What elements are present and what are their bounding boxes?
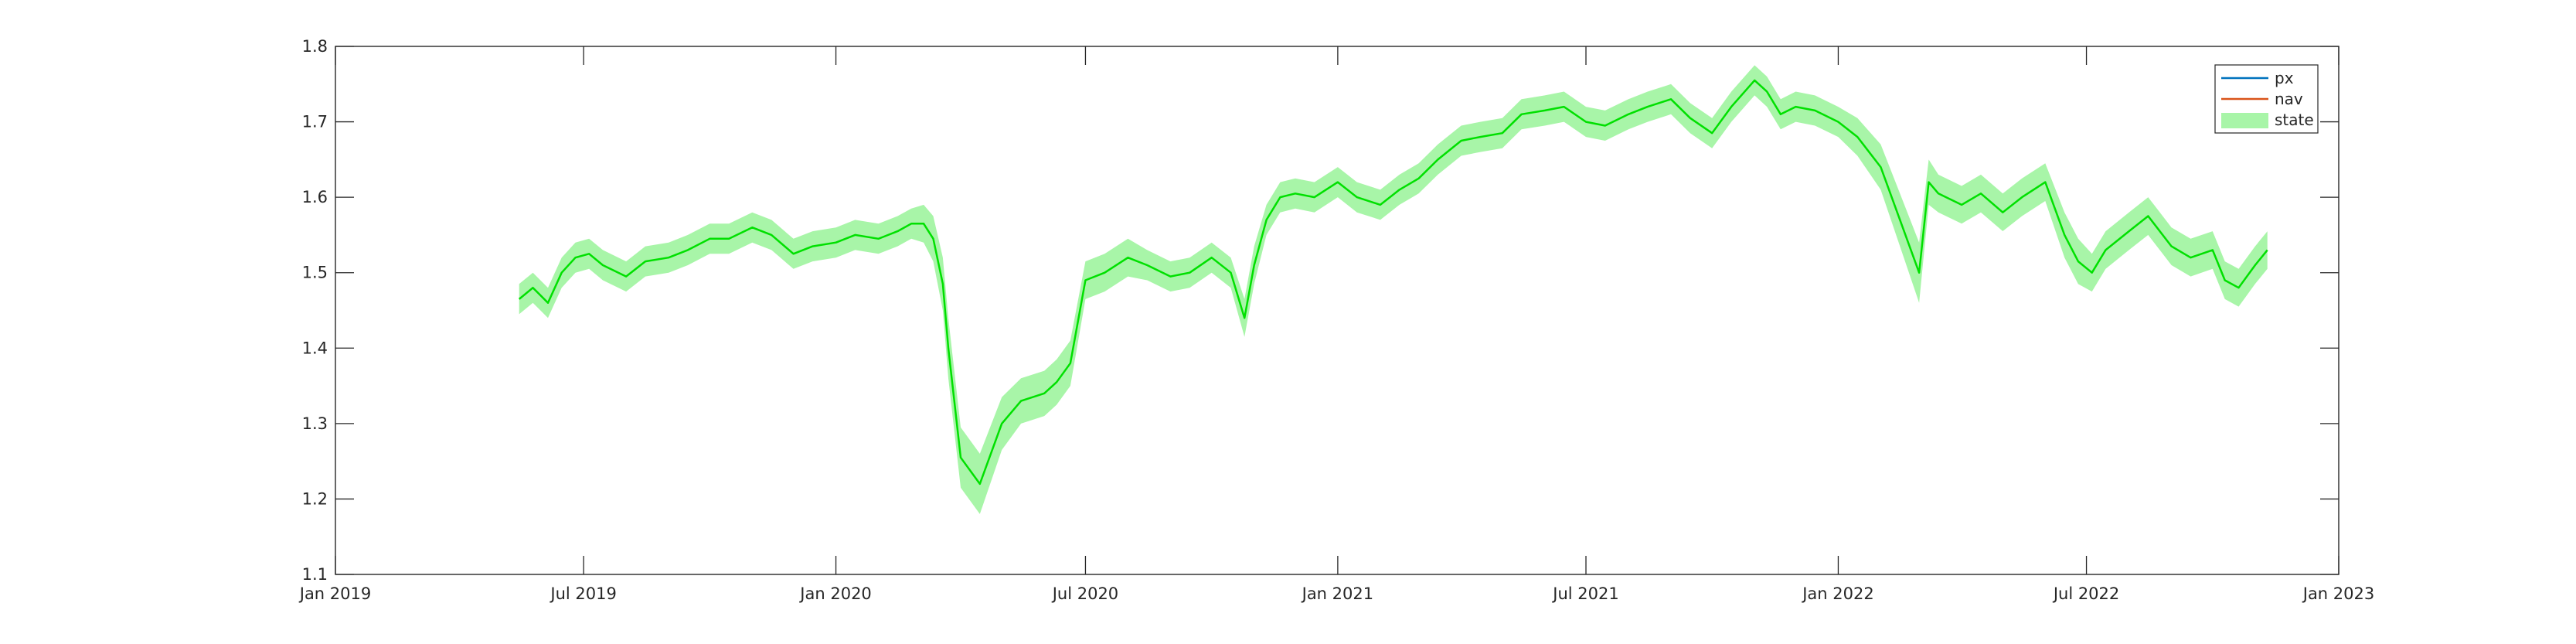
- y-tick-label: 1.5: [302, 264, 328, 282]
- x-tick-label: Jul 2020: [1051, 584, 1118, 603]
- line-layer: [518, 79, 2268, 486]
- y-tick-label: 1.7: [302, 113, 328, 131]
- y-tick-label: 1.1: [302, 565, 328, 584]
- y-tick-label: 1.2: [302, 489, 328, 508]
- x-tick-label: Jan 2020: [798, 584, 872, 603]
- legend-swatch-state: [2221, 113, 2268, 128]
- y-tick-label: 1.6: [302, 188, 328, 206]
- band-layer: [519, 65, 2268, 514]
- plot-area: [335, 46, 2339, 574]
- x-tick-label: Jan 2022: [1801, 584, 1874, 603]
- y-tick-label: 1.8: [302, 37, 328, 56]
- axes-layer: [335, 46, 2339, 575]
- legend-label-nav: nav: [2275, 90, 2303, 108]
- x-tick-label: Jul 2021: [1551, 584, 1618, 603]
- x-tick-label: Jan 2023: [2302, 584, 2375, 603]
- x-tick-layer: Jan 2019 Jul 2019 Jan 2020 Jul 2020 Jan 2021…: [298, 46, 2375, 603]
- legend-label-state: state: [2275, 111, 2314, 129]
- x-tick-label: Jan 2019: [298, 584, 372, 603]
- legend[interactable]: px nav state: [2214, 64, 2319, 134]
- legend-label-px: px: [2275, 69, 2294, 87]
- x-tick-label: Jan 2021: [1301, 584, 1374, 603]
- y-tick-layer: 1.1 1.2 1.3 1.4 1.5 1.6 1.7 1.8: [302, 37, 2339, 584]
- y-tick-label: 1.4: [302, 339, 328, 357]
- x-tick-label: Jul 2022: [2052, 584, 2119, 603]
- x-tick-label: Jul 2019: [549, 584, 616, 603]
- state-band: [519, 65, 2268, 514]
- state-line: [518, 79, 2268, 486]
- axes-box: [335, 46, 2339, 575]
- y-tick-label: 1.3: [302, 414, 328, 433]
